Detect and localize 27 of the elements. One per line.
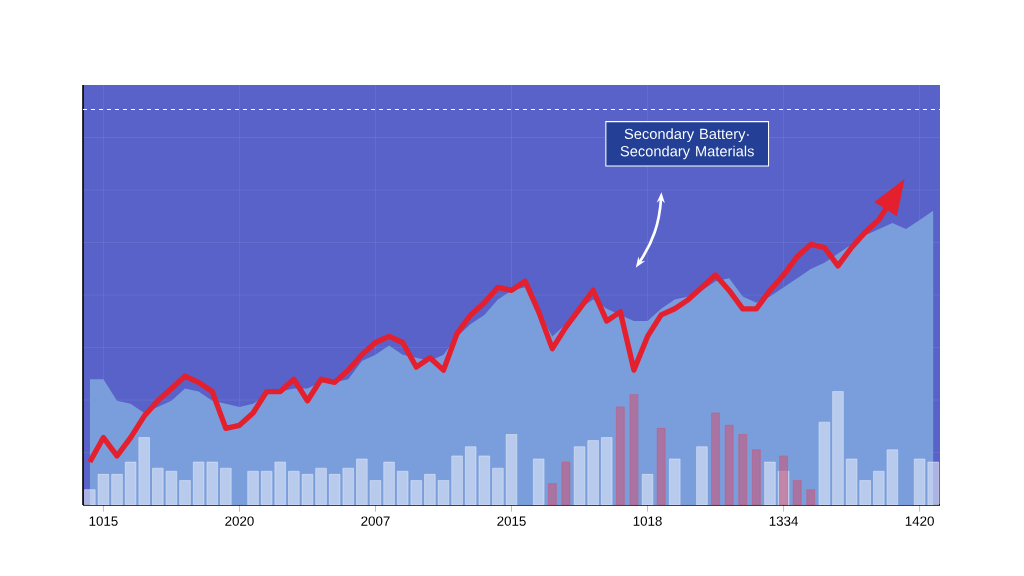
bar	[764, 461, 776, 505]
text: Secondary Battery· Secondary Materials	[620, 128, 754, 160]
x-tick-label: 1334	[769, 516, 798, 526]
bar	[738, 434, 748, 505]
bar	[752, 449, 761, 505]
bar	[616, 406, 625, 505]
bar	[587, 440, 599, 505]
bar	[779, 455, 788, 505]
bar	[724, 425, 734, 505]
bar	[806, 489, 816, 505]
bar	[792, 480, 802, 505]
x-tick-label: 1015	[89, 516, 118, 526]
x-tick-label: 1420	[905, 516, 934, 526]
bar	[383, 461, 395, 505]
x-tick-label: 1018	[633, 516, 662, 526]
bar	[711, 412, 720, 505]
bar	[696, 446, 708, 505]
x-tick-label: 2015	[497, 516, 526, 526]
bar	[832, 391, 844, 505]
x-tick-label: 2007	[361, 516, 390, 526]
bar	[629, 394, 639, 505]
bar	[548, 483, 557, 505]
bar	[656, 428, 666, 505]
x-tick-label: 2020	[225, 516, 254, 526]
bar	[451, 455, 463, 505]
bar	[356, 458, 368, 505]
bar	[561, 461, 571, 505]
